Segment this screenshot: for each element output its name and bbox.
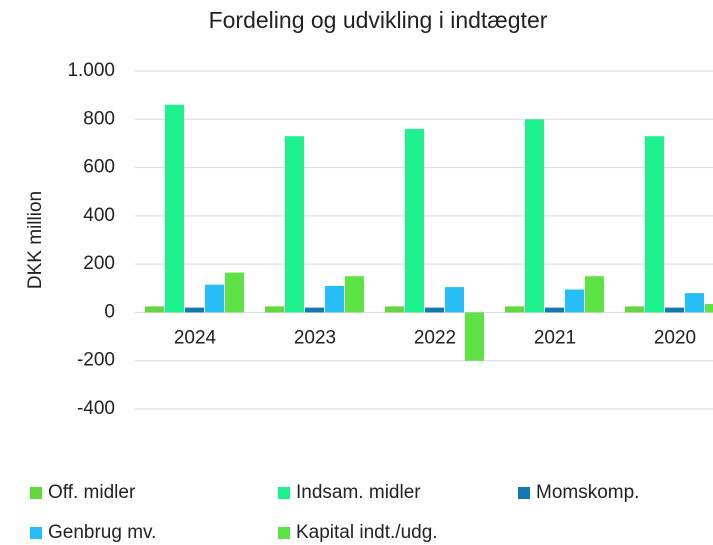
bar <box>225 272 244 313</box>
bar <box>165 104 184 313</box>
bar <box>185 307 204 313</box>
legend-swatch <box>518 487 530 499</box>
legend-label: Indsam. midler <box>296 482 421 503</box>
bar <box>565 289 584 313</box>
bar <box>405 128 424 313</box>
bar <box>345 276 364 313</box>
y-tick-label: 600 <box>83 157 115 178</box>
x-tick-label: 2023 <box>294 327 336 348</box>
legend-swatch <box>30 487 42 499</box>
legend-swatch <box>278 527 290 539</box>
y-tick-label: 800 <box>83 108 115 129</box>
bar <box>625 306 644 313</box>
y-tick-label: 0 <box>104 301 115 322</box>
x-tick-label: 2020 <box>654 327 696 348</box>
x-tick-label: 2024 <box>174 327 217 348</box>
bar <box>665 307 684 313</box>
bar <box>145 306 164 313</box>
y-tick-label: -400 <box>77 398 115 419</box>
bar <box>305 307 324 313</box>
x-tick-label: 2021 <box>534 327 576 348</box>
bar <box>385 306 404 313</box>
bar <box>505 306 524 313</box>
legend-label: Kapital indt./udg. <box>296 522 438 543</box>
bar <box>425 307 444 313</box>
legend-label: Off. midler <box>48 482 136 503</box>
legend-label: Momskomp. <box>536 482 639 503</box>
chart-title: Fordeling og udvikling i indtægter <box>209 7 548 33</box>
bar <box>645 136 664 313</box>
y-tick-label: 200 <box>83 253 115 274</box>
bar <box>205 284 224 313</box>
bar <box>325 285 344 313</box>
bar <box>705 303 713 313</box>
x-tick-label: 2022 <box>414 327 456 348</box>
bar <box>685 293 704 313</box>
legend-label: Genbrug mv. <box>48 522 156 543</box>
y-axis-label: DKK million <box>25 191 46 289</box>
bar <box>525 119 544 313</box>
bars <box>145 104 713 361</box>
bar <box>465 312 484 361</box>
bar <box>445 287 464 313</box>
legend-swatch <box>278 487 290 499</box>
legend-swatch <box>30 527 42 539</box>
bar <box>265 306 284 313</box>
y-tick-label: 400 <box>83 205 115 226</box>
bar <box>545 307 564 313</box>
bar <box>585 276 604 313</box>
y-tick-label: 1.000 <box>67 60 115 81</box>
y-tick-label: -200 <box>77 350 115 371</box>
bar <box>285 136 304 313</box>
